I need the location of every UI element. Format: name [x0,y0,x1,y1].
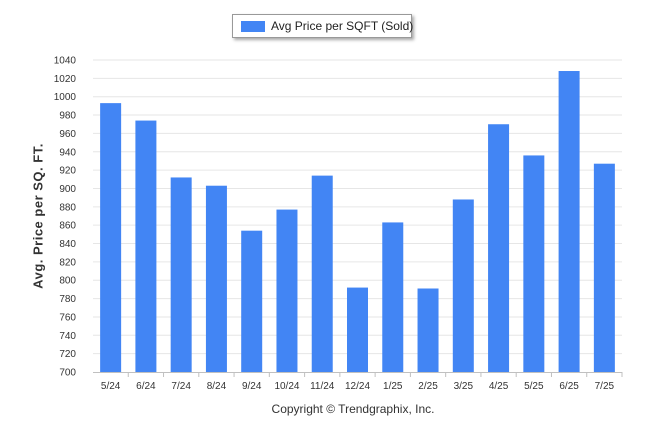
y-tick-label: 860 [59,221,76,232]
x-tick-label: 9/24 [242,381,262,392]
y-tick-label: 1040 [54,56,77,67]
x-tick-label: 2/25 [418,381,438,392]
legend-swatch [241,21,265,32]
copyright-footer: Copyright © Trendgraphix, Inc. [271,402,435,416]
bar [347,287,368,372]
y-tick-label: 760 [59,312,76,323]
y-tick-label: 1020 [54,74,77,85]
y-tick-label: 700 [59,368,76,379]
y-tick-label: 940 [59,147,76,158]
x-tick-label: 6/25 [559,381,579,392]
y-tick-label: 920 [59,166,76,177]
y-tick-label: 800 [59,276,76,287]
x-tick-label: 11/24 [310,381,335,392]
x-tick-label: 7/24 [171,381,191,392]
bar-series [100,71,615,373]
bar [593,163,615,372]
y-tick-label: 900 [59,184,76,195]
x-tick-label: 1/25 [383,381,403,392]
y-tick-label: 740 [59,331,76,342]
y-tick-label: 780 [59,294,76,305]
x-tick-label: 12/24 [345,381,370,392]
x-tick-label: 5/25 [524,381,544,392]
bar [523,155,545,372]
bar [205,185,227,372]
y-tick-label: 980 [59,111,76,122]
axes: 700 720 740 760 780 800 820 840 860 880 900 920 940 9… [54,56,623,392]
bar [311,175,333,372]
y-tick-label: 720 [59,349,76,360]
bar [382,222,404,372]
x-tick-label: 8/24 [207,381,227,392]
y-tick-label: 840 [59,239,76,250]
y-tick-label: 820 [59,257,76,268]
bar [558,71,580,372]
x-tick-label: 3/25 [454,381,474,392]
bar [135,120,157,373]
x-tick-label: 6/24 [136,381,156,392]
x-tick-label: 7/25 [595,381,615,392]
x-tick-label: 5/24 [101,381,121,392]
bar [452,199,474,372]
bar [276,209,298,372]
y-axis-label: Avg. Price per SQ. FT. [30,143,46,289]
bar [241,230,263,372]
legend-label: Avg Price per SQFT (Sold) [271,19,414,33]
legend[interactable]: Avg Price per SQFT (Sold) [232,14,414,38]
bar [417,288,439,372]
bar [100,103,122,373]
bar [488,124,510,372]
y-tick-label: 880 [59,202,76,213]
x-tick-label: 10/24 [274,381,299,392]
x-tick-label: 4/25 [489,381,509,392]
y-tick-label: 1000 [54,92,77,103]
bar [170,177,192,372]
y-tick-label: 960 [59,129,76,140]
